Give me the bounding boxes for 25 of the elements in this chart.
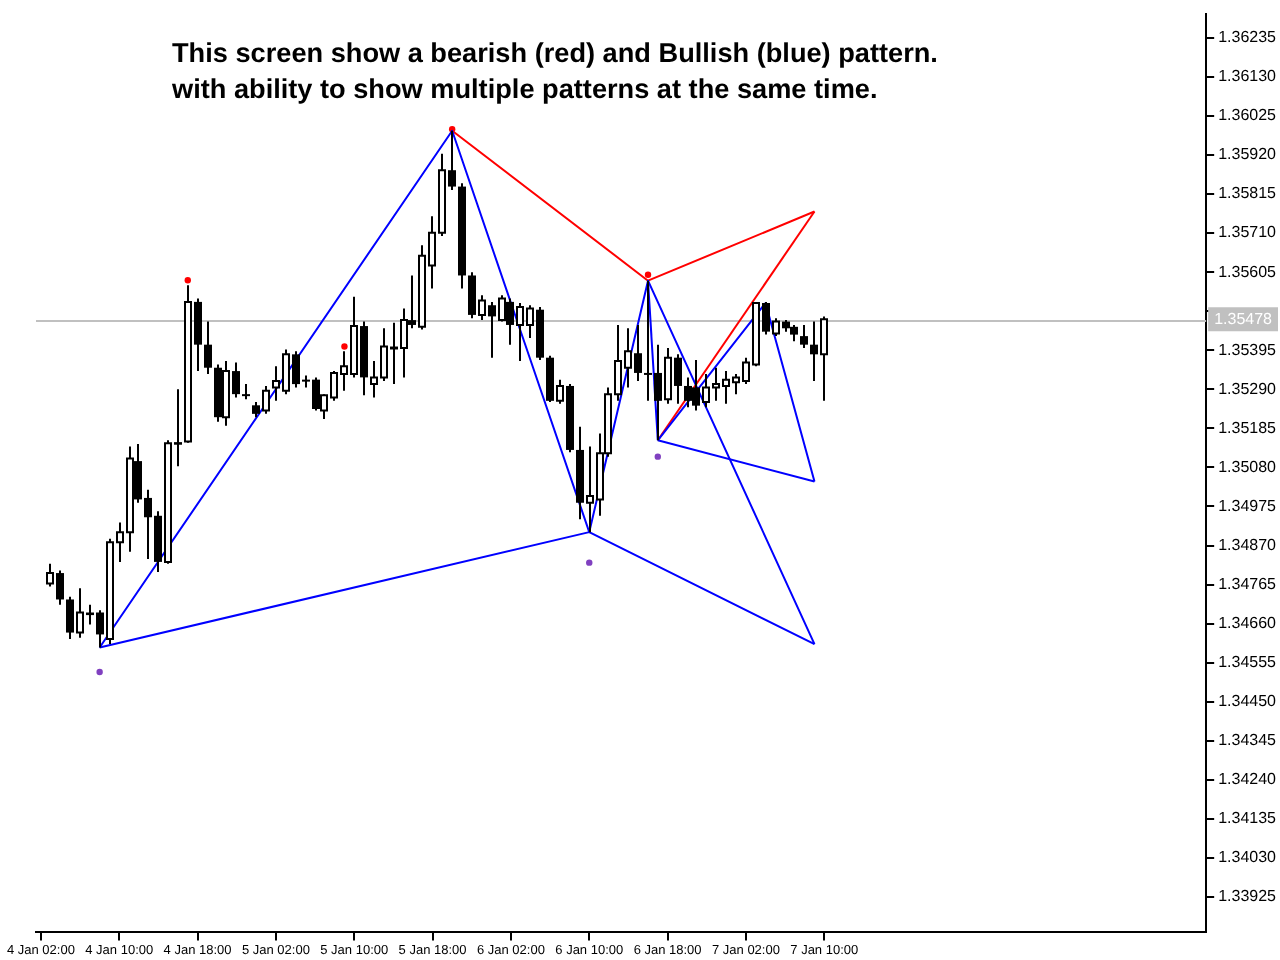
y-tick-label: 1.35185	[1218, 418, 1278, 437]
y-tick-label: 1.34345	[1218, 731, 1278, 750]
y-tick-label: 1.34870	[1218, 535, 1278, 554]
y-tick-label: 1.34240	[1218, 770, 1278, 789]
y-tick-label: 1.34135	[1218, 809, 1278, 828]
y-tick-label: 1.34975	[1218, 496, 1278, 515]
y-tick-label: 1.35815	[1218, 184, 1278, 203]
y-tick-label: 1.35710	[1218, 223, 1278, 242]
text: with ability to show multiple patterns at the same time.	[172, 74, 878, 106]
text: This screen show a bearish (red) and Bullish (blue) pattern.	[172, 38, 938, 70]
ref-line-label: 1.35478	[1214, 309, 1274, 328]
y-tick-label: 1.36130	[1218, 67, 1278, 86]
y-tick-label: 1.34660	[1218, 614, 1278, 633]
y-tick-label: 1.34765	[1218, 575, 1278, 593]
y-tick-label: 1.34030	[1218, 848, 1278, 867]
y-tick-label: 1.35080	[1218, 457, 1278, 476]
y-tick-label: 1.35290	[1218, 379, 1278, 398]
y-tick-label: 1.35605	[1218, 262, 1278, 281]
y-tick-label: 1.34450	[1218, 692, 1278, 711]
y-tick-label: 1.35395	[1218, 340, 1278, 359]
y-tick-label: 1.36235	[1218, 28, 1278, 47]
y-tick-label: 1.36025	[1218, 106, 1278, 125]
y-tick-label: 1.34555	[1218, 653, 1278, 672]
y-tick-label: 1.33925	[1218, 887, 1278, 906]
y-tick-label: 1.35920	[1218, 145, 1278, 164]
